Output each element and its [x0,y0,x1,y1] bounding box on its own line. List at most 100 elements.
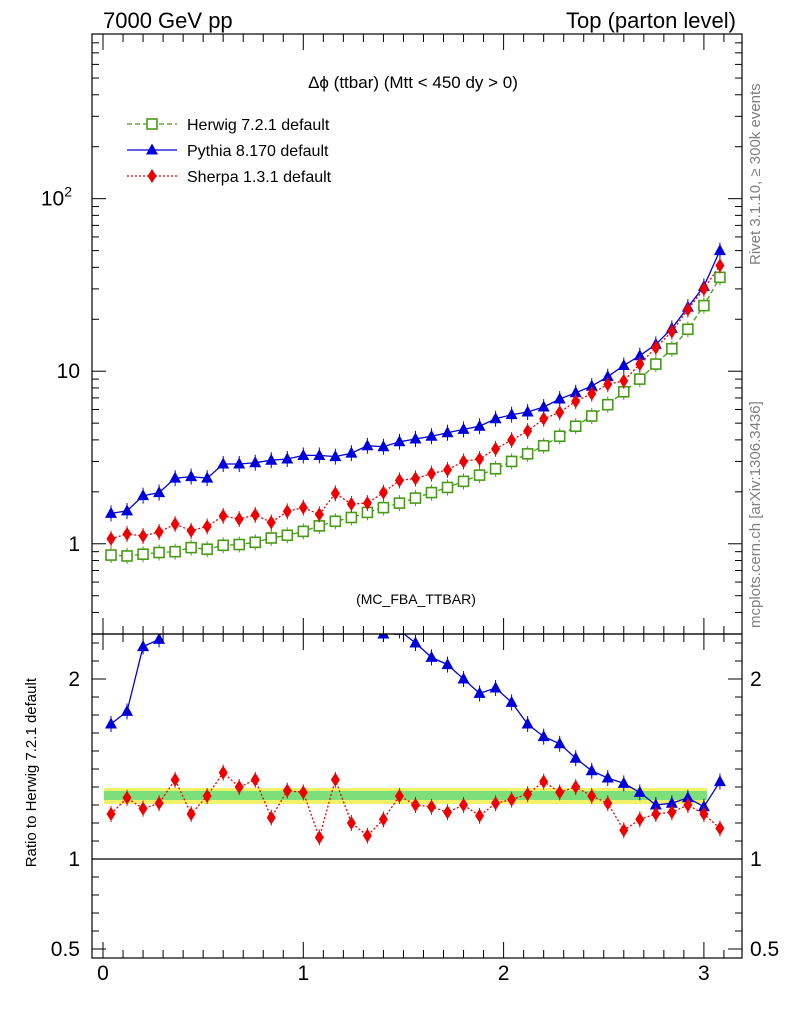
ratio-sherpa-point [138,801,148,816]
main-pythia-point [121,504,134,516]
main-herwig-point [505,455,518,468]
main-pythia-point [409,432,422,444]
ratio-sherpa-point [106,807,116,821]
main-pythia-point [441,426,454,438]
main-sherpa-point [683,302,693,317]
legend-herwig-label: Herwig 7.2.1 default [187,117,330,134]
main-herwig-point [217,539,229,552]
legend-herwig-marker [146,118,158,130]
main-herwig-point [249,536,262,549]
ratio-sherpa-point [683,798,693,812]
ratio-sherpa-point [266,810,276,825]
main-sherpa-point [507,433,517,448]
main-herwig-point [153,546,165,559]
ratio-sherpa-point [555,785,565,800]
legend-sherpa-label: Sherpa 1.3.1 default [187,169,332,186]
ratio-sherpa-point [539,774,549,789]
main-sherpa-point [603,377,613,392]
ratio-sherpa-point [298,785,308,800]
ratio-pythia-point [665,796,678,808]
ratio-sherpa-point [667,805,677,820]
ratio-sherpa-point [122,790,132,805]
main-sherpa-point [459,454,469,469]
main-sherpa-point [410,471,420,486]
ratio-pythia-point [553,737,566,749]
main-herwig-line [110,276,721,557]
ratio-y-tick-label-right: 1 [750,848,762,871]
ratio-y-tick-label: 2 [68,668,80,691]
ratio-pythia-point [697,800,710,812]
main-pythia-point [265,453,278,465]
ratio-pythia-point [569,751,582,763]
main-sherpa-point [491,441,501,456]
ratio-pythia-point [345,608,357,619]
ratio-sherpa-point [426,799,436,814]
ratio-sherpa-point [378,812,388,827]
main-pythia-point [313,448,326,460]
ratio-sherpa-point [202,789,212,803]
main-pythia-point [249,456,262,468]
ratio-sherpa-point [362,828,372,843]
main-y-tick-label: 102 [41,184,72,211]
main-pythia-point [169,471,182,483]
main-sherpa-point [394,473,404,488]
main-herwig-point [185,541,197,554]
ratio-pythia-point [633,785,646,797]
main-herwig-point [714,271,726,284]
main-sherpa-point [523,424,533,439]
ratio-sherpa-point [330,772,340,787]
main-sherpa-point [443,462,453,477]
main-pythia-point [473,419,486,431]
x-tick-label: 3 [698,962,710,985]
main-sherpa-point [138,528,148,543]
ratio-plot-series [105,608,726,846]
main-sherpa-point [282,504,292,519]
main-pythia-point [297,448,310,460]
main-herwig-point [201,543,213,556]
main-herwig-point [329,515,342,528]
main-pythia-point [521,405,534,417]
ratio-y-tick-label-right: 0.5 [750,938,779,961]
main-pythia-point [233,457,246,469]
ratio-sherpa-point [715,821,725,836]
main-sherpa-point [346,497,356,512]
main-herwig-point [345,511,358,524]
ratio-sherpa-point [475,808,485,823]
ratio-pythia-point [441,658,454,670]
ratio-pythia-point [153,634,166,644]
ratio-uncertainty-band [104,788,707,804]
main-pythia-point [201,471,214,483]
ratio-sherpa-point [523,787,533,802]
ratio-pythia-point [585,764,598,776]
main-pythia-point [153,486,166,498]
side-text-top: Rivet 3.1.10, ≥ 300k events [747,83,764,265]
ratio-pythia-point [137,640,150,652]
ratio-pythia-point [489,681,502,693]
main-herwig-point [521,448,534,460]
ratio-ylabel: Ratio to Herwig 7.2.1 default [23,677,40,867]
main-herwig-point [457,475,470,488]
main-pythia-point [585,379,598,391]
main-herwig-point [666,342,678,355]
main-pythia-point [505,408,518,420]
main-sherpa-point [330,486,340,501]
main-herwig-point [698,299,710,312]
ratio-sherpa-point [587,789,597,803]
main-pythia-point [713,244,726,256]
main-herwig-point [489,462,502,475]
main-pythia-point [281,452,294,464]
main-y-tick-label: 1 [68,533,80,556]
legend-pythia-label: Pythia 8.170 default [187,143,329,160]
header-right: Top (parton level) [566,8,736,33]
main-sherpa-point [106,531,116,546]
ratio-pythia-point [649,798,662,810]
main-herwig-point [281,529,294,542]
main-sherpa-point [234,512,244,527]
ratio-pythia-point [713,775,726,787]
ratio-sherpa-point [234,780,244,794]
main-pythia-point [601,370,614,382]
main-herwig-point [585,410,598,422]
ratio-pythia-point [457,672,470,684]
main-pythia-point [137,489,150,501]
ratio-pythia-point [521,717,534,729]
